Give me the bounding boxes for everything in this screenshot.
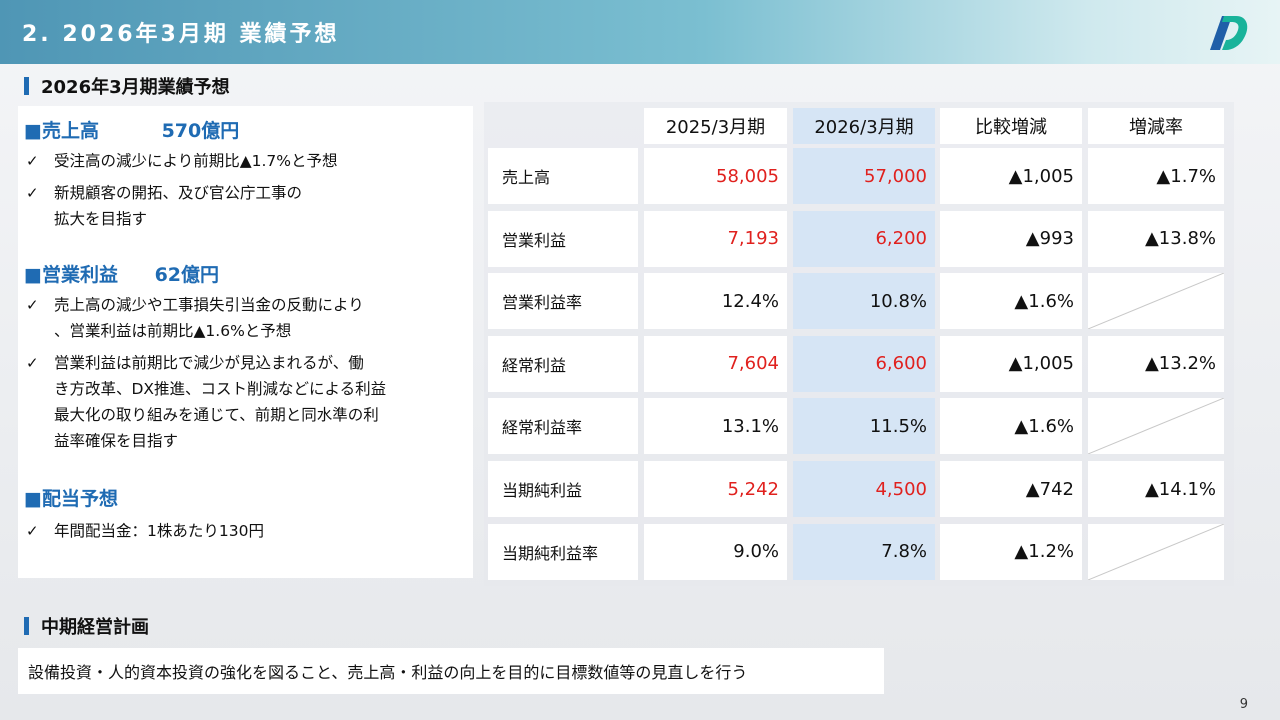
table-fy2025-value: 58,005 xyxy=(644,148,787,204)
checkmark-icon: ✓ xyxy=(26,522,39,540)
table-header-fy2026: 2026/3月期 xyxy=(793,108,935,144)
table-fy2026-value: 4,500 xyxy=(793,461,935,517)
section-heading-midterm-plan: 中期経営計画 xyxy=(24,613,149,639)
table-fy2026-value: 57,000 xyxy=(793,148,935,204)
table-fy2025-value: 7,604 xyxy=(644,335,787,392)
bullet-item: ✓ 年間配当金：1株あたり130円 xyxy=(26,518,466,544)
forecast-summary-panel: ■売上高 570億円 ✓ 受注高の減少により前期比▲1.7%と予想 ✓ 新規顧客の開拓… xyxy=(18,106,473,578)
checkmark-icon: ✓ xyxy=(26,296,39,314)
operating-profit-heading-label: ■営業利益 xyxy=(24,264,118,286)
checkmark-icon: ✓ xyxy=(26,152,39,170)
empty-cell-diagonal-icon xyxy=(1088,524,1224,580)
table-header-change: 比較増減 xyxy=(940,108,1082,144)
table-fy2026-value: 11.5% xyxy=(793,398,935,455)
bullet-text: 新規顧客の開拓、及び官公庁工事の 拡大を目指す xyxy=(54,184,303,228)
section-marker xyxy=(24,77,29,95)
operating-profit-heading-value: 62億円 xyxy=(154,264,220,286)
empty-cell-diagonal-icon xyxy=(1088,273,1224,329)
checkmark-icon: ✓ xyxy=(26,184,39,202)
operating-profit-bullet-list: ✓ 売上高の減少や工事損失引当金の反動により 、営業利益は前期比▲1.6%と予想 ✓… xyxy=(26,292,466,460)
table-fy2026-value: 6,600 xyxy=(793,335,935,392)
section-heading-label: 中期経営計画 xyxy=(41,617,149,638)
bullet-item: ✓ 受注高の減少により前期比▲1.7%と予想 xyxy=(26,148,466,174)
dividend-heading-label: ■配当予想 xyxy=(24,488,118,510)
table-change-value: ▲993 xyxy=(940,210,1082,267)
table-header-change-rate: 増減率 xyxy=(1088,108,1224,144)
page-number: 9 xyxy=(1239,697,1248,712)
table-header-fy2025: 2025/3月期 xyxy=(644,108,787,144)
section-heading-label: 2026年3月期業績予想 xyxy=(41,77,230,98)
table-change-value: ▲1.6% xyxy=(940,398,1082,455)
table-row-label: 営業利益 xyxy=(488,210,638,267)
table-fy2025-value: 13.1% xyxy=(644,398,787,455)
table-change-rate-value: ▲1.7% xyxy=(1088,148,1224,204)
table-fy2025-value: 9.0% xyxy=(644,523,787,580)
table-change-rate-value: ▲13.8% xyxy=(1088,210,1224,267)
table-change-value: ▲1,005 xyxy=(940,335,1082,392)
table-row-label: 当期純利益 xyxy=(488,461,638,517)
table-change-rate-value xyxy=(1088,523,1224,580)
table-fy2026-value: 10.8% xyxy=(793,273,935,330)
checkmark-icon: ✓ xyxy=(26,354,39,372)
table-change-value: ▲1.6% xyxy=(940,273,1082,330)
operating-profit-heading: ■営業利益 62億円 xyxy=(24,260,219,287)
table-change-rate-value: ▲14.1% xyxy=(1088,461,1224,517)
table-fy2025-value: 5,242 xyxy=(644,461,787,517)
midterm-plan-note: 設備投資・人的資本投資の強化を図ること、売上高・利益の向上を目的に目標数値等の見… xyxy=(18,648,884,694)
bullet-text: 売上高の減少や工事損失引当金の反動により 、営業利益は前期比▲1.6%と予想 xyxy=(54,296,364,340)
forecast-table: 2025/3月期 2026/3月期 比較増減 増減率 売上高 58,005 57,000 ▲1… xyxy=(484,102,1234,586)
sales-heading-label: ■売上高 xyxy=(24,120,99,142)
table-change-rate-value xyxy=(1088,273,1224,330)
bullet-item: ✓ 新規顧客の開拓、及び官公庁工事の 拡大を目指す xyxy=(26,180,466,232)
company-logo-icon xyxy=(1210,16,1248,50)
table-fy2025-value: 7,193 xyxy=(644,210,787,267)
table-change-rate-value: ▲13.2% xyxy=(1088,335,1224,392)
bullet-text: 受注高の減少により前期比▲1.7%と予想 xyxy=(54,152,338,170)
table-change-value: ▲742 xyxy=(940,461,1082,517)
sales-bullet-list: ✓ 受注高の減少により前期比▲1.7%と予想 ✓ 新規顧客の開拓、及び官公庁工事の 拡… xyxy=(26,148,466,238)
dividend-heading: ■配当予想 xyxy=(24,484,118,511)
empty-cell-diagonal-icon xyxy=(1088,398,1224,454)
table-row-label: 営業利益率 xyxy=(488,273,638,330)
table-row-label: 経常利益率 xyxy=(488,398,638,455)
bullet-item: ✓ 売上高の減少や工事損失引当金の反動により 、営業利益は前期比▲1.6%と予想 xyxy=(26,292,466,344)
header-bar: 2. 2026年3月期 業績予想 xyxy=(0,0,1280,64)
table-change-rate-value xyxy=(1088,398,1224,455)
table-change-value: ▲1,005 xyxy=(940,148,1082,204)
bullet-text: 年間配当金：1株あたり130円 xyxy=(54,522,264,540)
table-row-label: 当期純利益率 xyxy=(488,523,638,580)
bullet-item: ✓ 営業利益は前期比で減少が見込まれるが、働 き方改革、DX推進、コスト削減などに… xyxy=(26,350,466,454)
bullet-text: 営業利益は前期比で減少が見込まれるが、働 き方改革、DX推進、コスト削減などによ… xyxy=(54,354,387,450)
page-title: 2. 2026年3月期 業績予想 xyxy=(22,22,340,47)
sales-heading-value: 570億円 xyxy=(161,120,240,142)
sales-heading: ■売上高 570億円 xyxy=(24,116,239,143)
table-change-value: ▲1.2% xyxy=(940,523,1082,580)
table-fy2026-value: 7.8% xyxy=(793,523,935,580)
midterm-plan-text: 設備投資・人的資本投資の強化を図ること、売上高・利益の向上を目的に目標数値等の見… xyxy=(28,663,748,682)
table-fy2025-value: 12.4% xyxy=(644,273,787,330)
dividend-bullet-list: ✓ 年間配当金：1株あたり130円 xyxy=(26,518,466,550)
table-fy2026-value: 6,200 xyxy=(793,210,935,267)
table-row-label: 経常利益 xyxy=(488,335,638,392)
section-marker xyxy=(24,617,29,635)
table-row-label: 売上高 xyxy=(488,148,638,204)
section-heading-forecast: 2026年3月期業績予想 xyxy=(24,73,230,99)
